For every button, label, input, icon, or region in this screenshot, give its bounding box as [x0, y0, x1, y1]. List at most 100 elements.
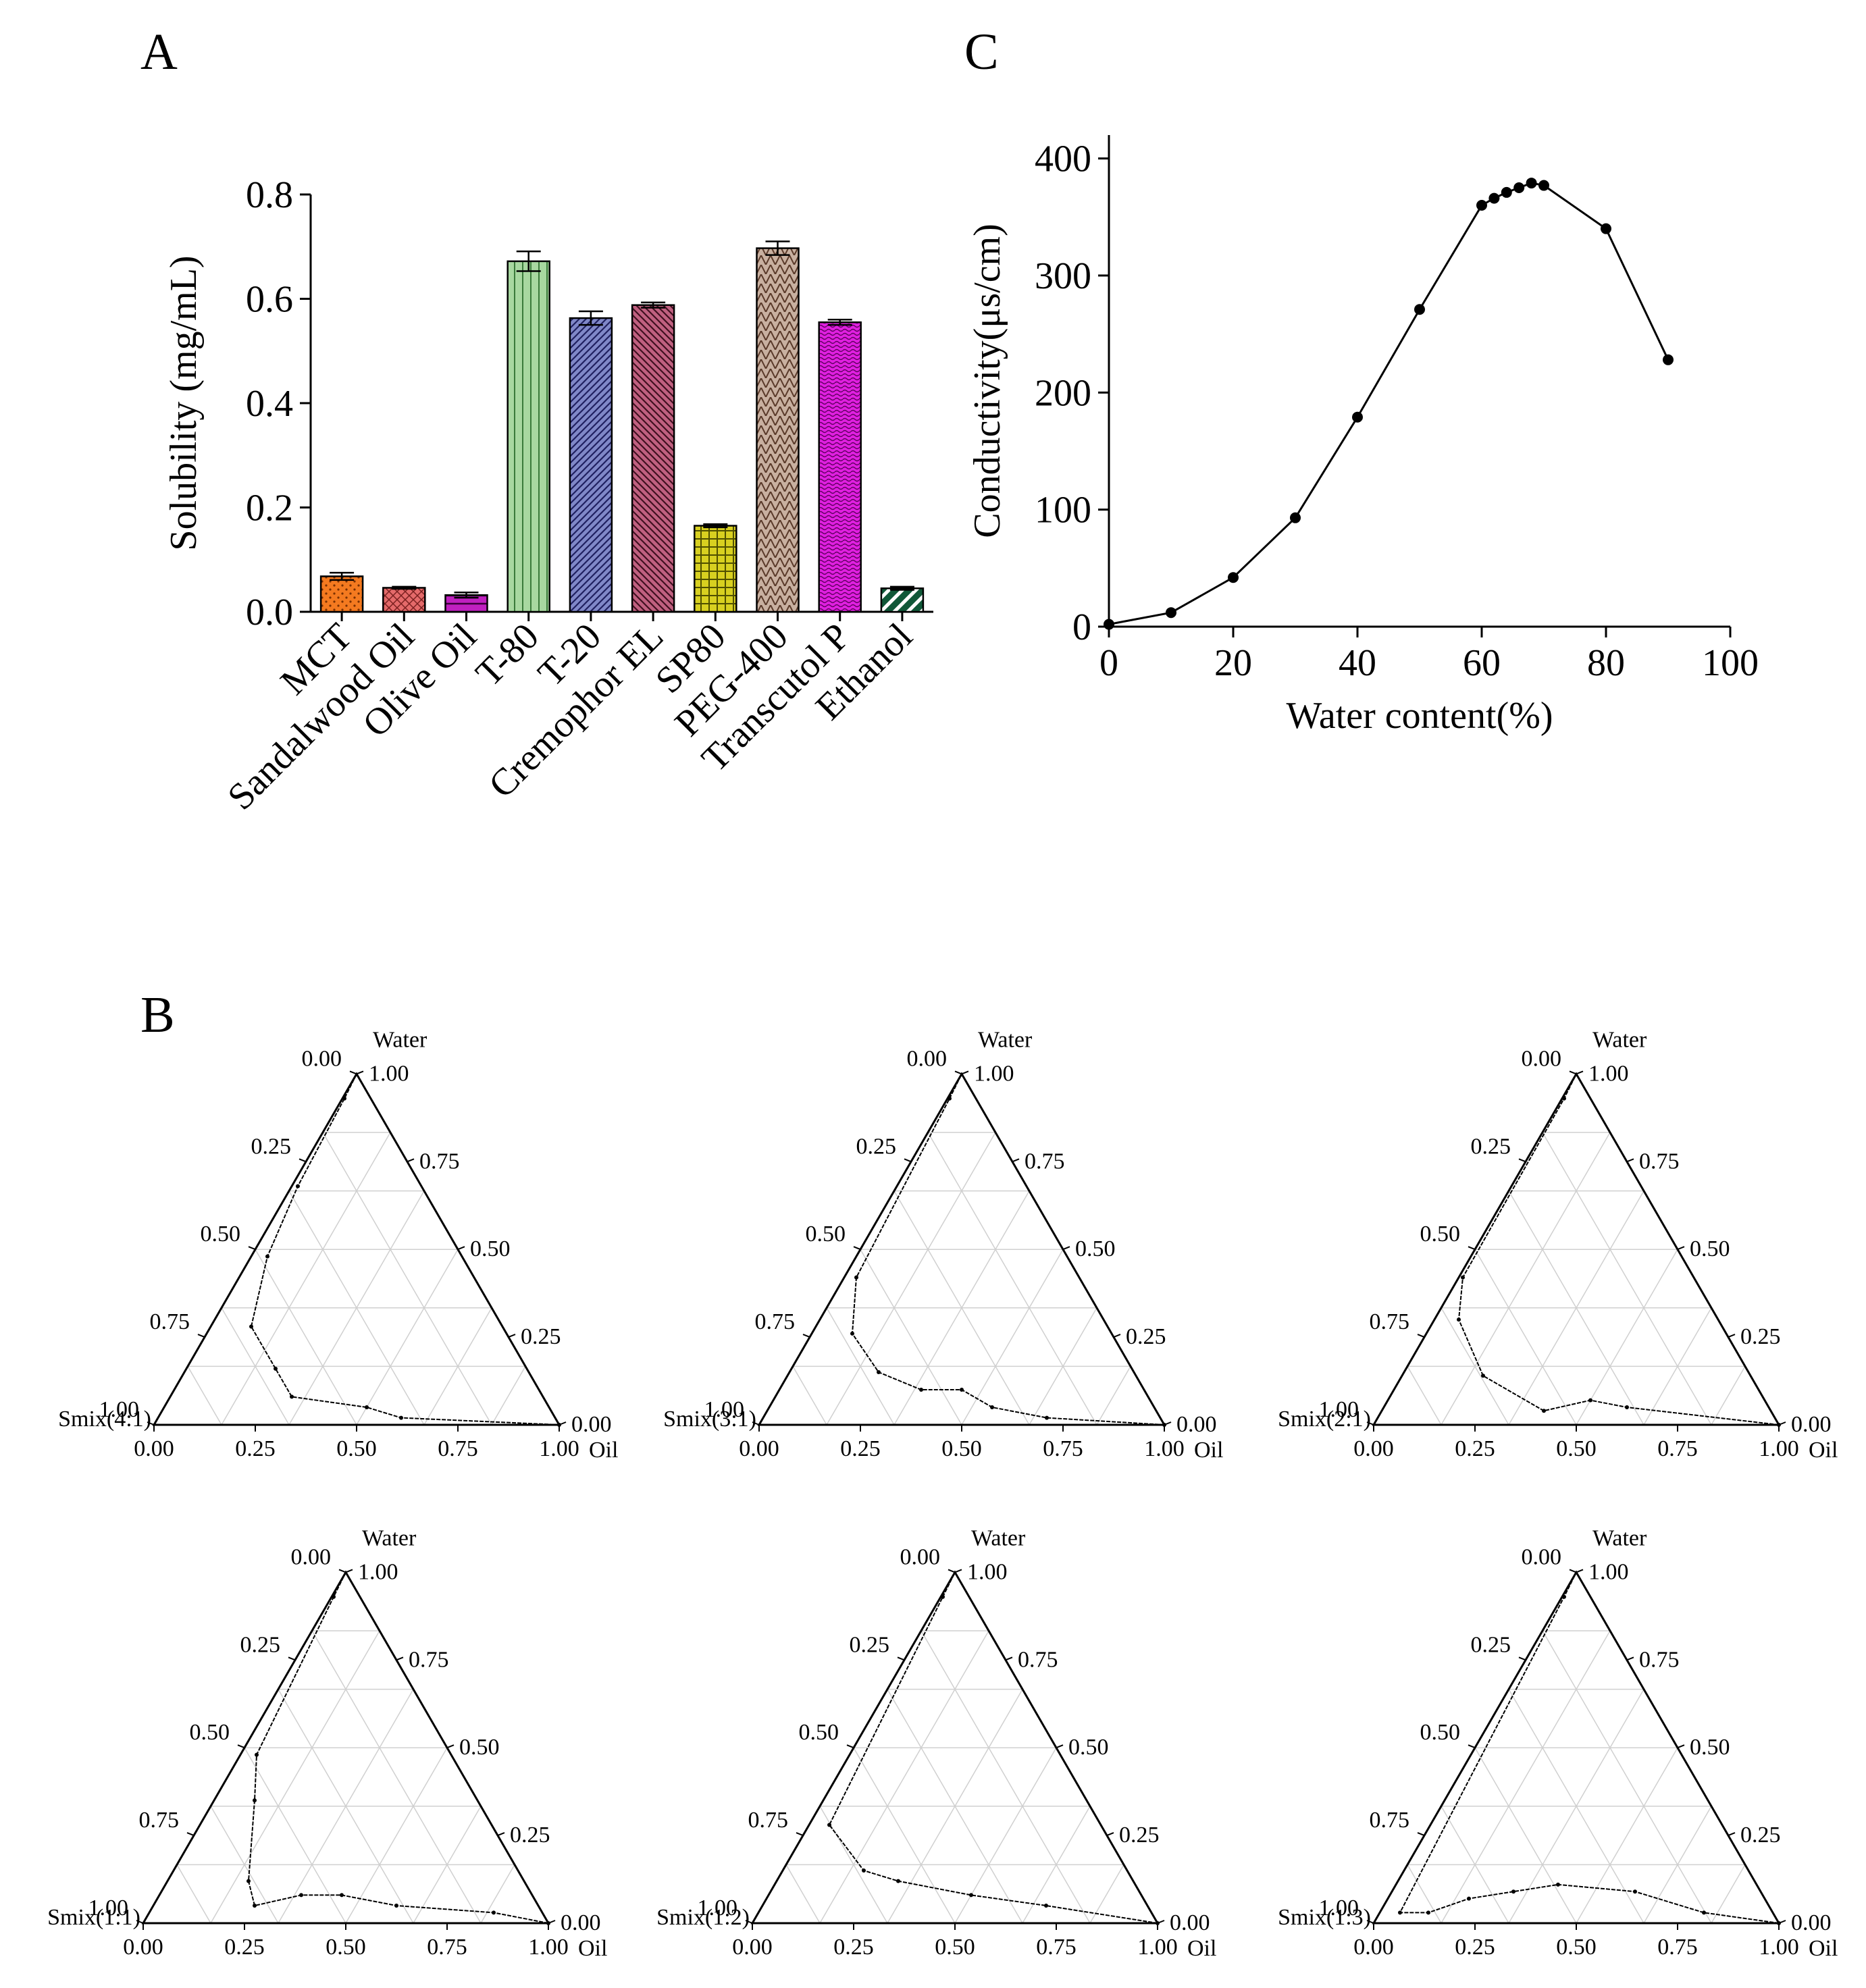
left-tick-label: 0.75 — [1370, 1808, 1410, 1833]
grid-line — [221, 1132, 391, 1425]
x-tick-label: 100 — [1702, 642, 1759, 684]
grid-line — [210, 1806, 279, 1924]
tick — [948, 1569, 956, 1573]
y-tick-label: 100 — [1035, 490, 1091, 531]
grid-line — [176, 1864, 211, 1924]
left-tick-label: 0.75 — [1370, 1309, 1410, 1334]
bottom-tick-label: 0.25 — [1455, 1935, 1495, 1960]
grid-line — [853, 1747, 956, 1924]
boundary-point — [850, 1331, 854, 1336]
smix-axis-label: Smix(2:1) — [1278, 1407, 1371, 1432]
tick — [1366, 1920, 1374, 1924]
grid-line — [221, 1307, 290, 1425]
right-tick-label: 0.50 — [1690, 1735, 1730, 1760]
phase-boundary — [1399, 1571, 1780, 1924]
grid-line — [826, 1307, 895, 1425]
left-tick-label: 0.50 — [1420, 1222, 1461, 1247]
boundary-point — [249, 1324, 253, 1329]
left-tick-label: 0.50 — [806, 1222, 846, 1247]
boundary-point — [290, 1394, 294, 1399]
bar-cremophor-el — [631, 304, 675, 613]
oil-axis-label: Oil — [589, 1438, 618, 1463]
water-axis-label: Water — [373, 1027, 427, 1052]
bottom-tick-label: 0.00 — [1353, 1935, 1394, 1960]
right-tick-label: 0.25 — [1740, 1324, 1781, 1349]
grid-line — [921, 1630, 1091, 1924]
left-tick-label: 1.00 — [1319, 1895, 1359, 1920]
boundary-point — [1162, 1423, 1166, 1427]
x-axis-title: Water content(%) — [1286, 695, 1553, 737]
boundary-point — [265, 1254, 269, 1259]
boundary-point — [247, 1879, 251, 1883]
left-tick-label: 0.25 — [251, 1134, 292, 1159]
y-tick-label: 400 — [1035, 138, 1091, 180]
ternary-plot-5: 0.00 0.25 0.50 0.75 1.00 1.00 0.75 0.50 0.25 0.00… — [656, 1525, 1216, 1961]
grid-line — [1508, 1191, 1644, 1425]
data-point — [1663, 354, 1674, 365]
bottom-tick-label: 0.00 — [1353, 1436, 1394, 1461]
data-point — [1228, 572, 1239, 583]
bar-peg-400 — [756, 247, 800, 613]
left-tick-label: 0.50 — [799, 1720, 839, 1745]
grid-line — [1711, 1864, 1746, 1924]
left-tick-label: 0.00 — [1522, 1544, 1562, 1569]
smix-axis-label: Smix(1:3) — [1278, 1905, 1371, 1930]
boundary-point — [1777, 1423, 1781, 1427]
grid-line — [792, 1366, 827, 1425]
bottom-tick-label: 0.75 — [1657, 1436, 1698, 1461]
boundary-point — [546, 1921, 550, 1925]
tick — [457, 1246, 465, 1251]
tick — [1576, 1569, 1584, 1573]
tick — [446, 1744, 455, 1749]
boundary-point — [1562, 1096, 1566, 1101]
boundary-point — [827, 1823, 831, 1827]
tick — [1569, 1070, 1577, 1075]
water-axis-label: Water — [1592, 1525, 1647, 1550]
left-tick-label: 0.50 — [190, 1720, 230, 1745]
right-tick-label: 0.25 — [521, 1324, 561, 1349]
right-tick-label: 1.00 — [1588, 1061, 1629, 1086]
phase-boundary — [851, 1073, 1165, 1425]
water-axis-label: Water — [362, 1525, 417, 1550]
tick — [197, 1334, 205, 1338]
grid-line — [345, 1747, 448, 1924]
tick — [345, 1569, 353, 1573]
smix-axis-label: Smix(3:1) — [663, 1407, 756, 1432]
left-tick-label: 0.25 — [240, 1632, 281, 1657]
y-tick-label: 0 — [1072, 606, 1091, 648]
bottom-tick-label: 1.00 — [1759, 1935, 1799, 1960]
tick — [349, 1070, 357, 1075]
grid-line — [210, 1630, 380, 1924]
boundary-point — [1426, 1910, 1430, 1915]
bottom-tick-label: 1.00 — [1144, 1436, 1185, 1461]
left-tick-label: 0.25 — [1471, 1632, 1511, 1657]
tick — [1113, 1334, 1121, 1338]
left-tick-label: 0.25 — [850, 1632, 890, 1657]
boundary-point — [990, 1405, 994, 1410]
grid-line — [1643, 1806, 1712, 1924]
tick — [961, 1070, 969, 1075]
oil-axis-label: Oil — [1809, 1936, 1838, 1961]
tick — [1569, 1569, 1577, 1573]
tick — [407, 1158, 415, 1163]
boundary-point — [253, 1904, 257, 1908]
grid-line — [1441, 1307, 1509, 1425]
grid-line — [1441, 1806, 1509, 1924]
x-tick-label: 0 — [1099, 642, 1118, 684]
grid-line — [1096, 1366, 1131, 1425]
boundary-point — [1556, 1882, 1560, 1887]
grid-line — [423, 1307, 492, 1425]
bottom-tick-label: 0.75 — [1657, 1935, 1698, 1960]
y-tick-label: 0.8 — [246, 174, 293, 216]
data-point — [1601, 223, 1611, 234]
right-tick-label: 0.00 — [1791, 1412, 1832, 1437]
data-point — [1352, 411, 1363, 423]
left-tick-label: 0.75 — [150, 1309, 190, 1334]
tick — [1468, 1744, 1476, 1749]
left-tick-label: 0.00 — [1522, 1046, 1562, 1071]
tick — [356, 1070, 364, 1075]
boundary-point — [1562, 1594, 1566, 1599]
grid-line — [322, 1132, 492, 1425]
boundary-point — [919, 1388, 923, 1392]
grid-line — [288, 1191, 425, 1425]
